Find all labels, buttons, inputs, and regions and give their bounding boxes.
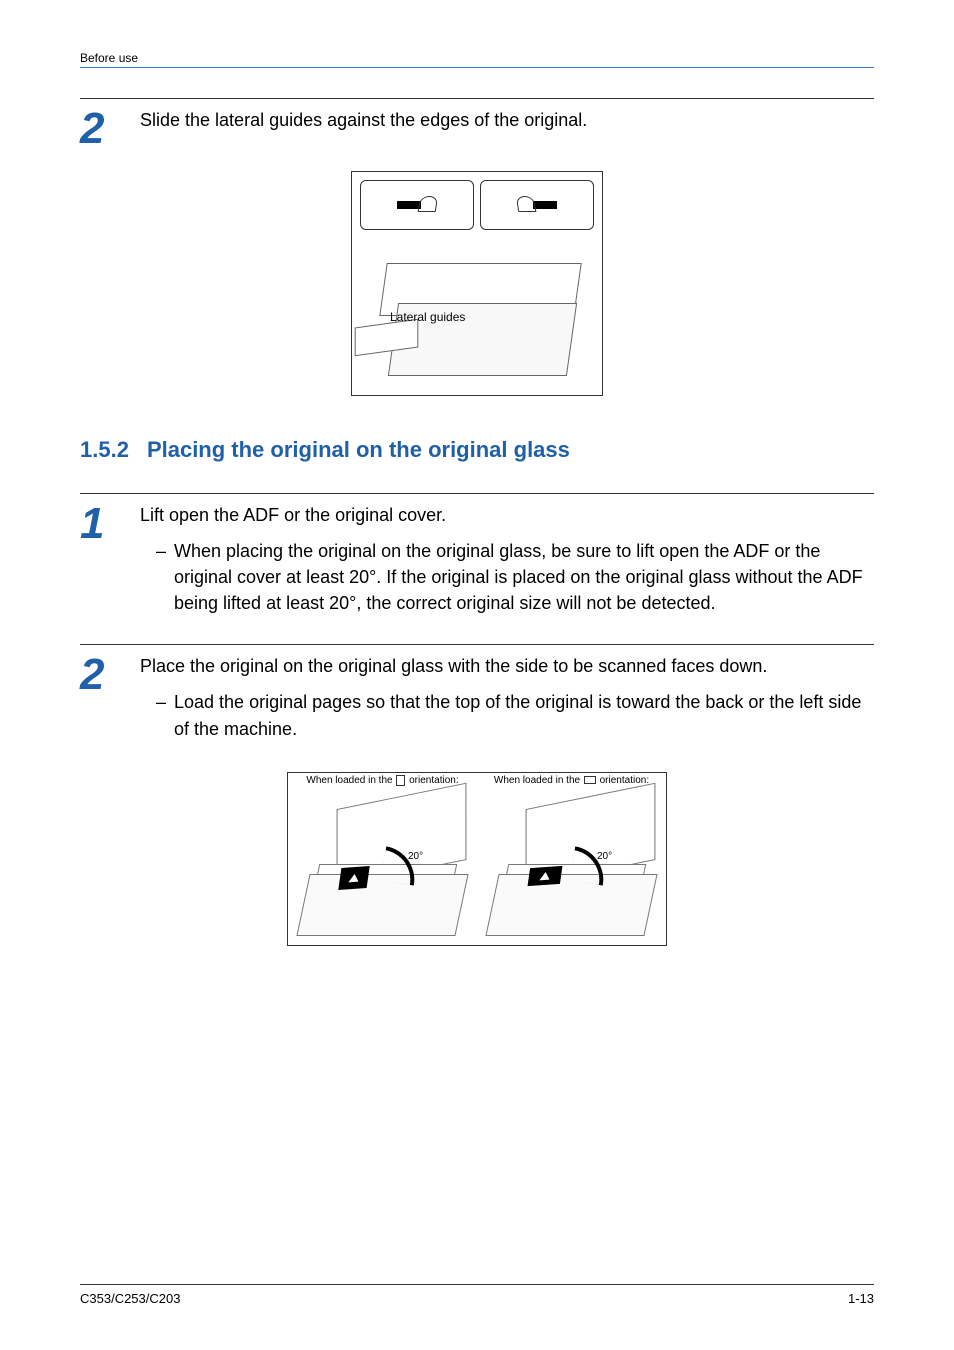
step-block-1: 1 Lift open the ADF or the original cove…	[80, 493, 874, 624]
landscape-icon	[584, 776, 596, 784]
portrait-icon	[396, 775, 405, 786]
bullet-item: Load the original pages so that the top …	[156, 689, 874, 741]
caption-post: orientation:	[597, 775, 649, 786]
figure-1-callouts	[360, 180, 594, 230]
page: Before use 1 2 Slide the lateral guides …	[0, 0, 954, 1022]
page-marker-icon	[528, 865, 563, 885]
step-block-top: 2 Slide the lateral guides against the e…	[80, 98, 874, 151]
caption-pre: When loaded in the	[494, 775, 583, 786]
figure-2-left: When loaded in the orientation: 20°	[288, 773, 477, 945]
orientation-sketch-landscape	[483, 795, 660, 939]
step-text: Lift open the ADF or the original cover.	[140, 502, 874, 528]
step-body: Lift open the ADF or the original cover.…	[140, 502, 874, 624]
step-number: 1	[80, 502, 116, 624]
step-bullets: Load the original pages so that the top …	[140, 689, 874, 741]
page-footer: C353/C253/C203 1-13	[80, 1284, 874, 1306]
figure-2: When loaded in the orientation: 20° When…	[287, 772, 667, 946]
page-header: Before use 1	[80, 38, 874, 68]
step-text: Place the original on the original glass…	[140, 653, 874, 679]
callout-left	[360, 180, 474, 230]
guide-arrow-icon	[517, 198, 557, 212]
figure-2-wrap: When loaded in the orientation: 20° When…	[80, 770, 874, 946]
angle-label: 20°	[597, 851, 612, 862]
section-title: Placing the original on the original gla…	[147, 437, 570, 463]
figure-1-wrap: Lateral guides	[80, 171, 874, 401]
page-marker-icon	[338, 866, 369, 890]
fig2-caption-left: When loaded in the orientation:	[288, 773, 477, 787]
bullet-item: When placing the original on the origina…	[156, 538, 874, 616]
step-number: 2	[80, 653, 116, 749]
section-heading: 1.5.2 Placing the original on the origin…	[80, 437, 874, 463]
figure-1-label: Lateral guides	[390, 310, 465, 324]
step-body: Slide the lateral guides against the edg…	[140, 107, 874, 151]
figure-2-right: When loaded in the orientation: 20°	[477, 773, 666, 945]
step-bullets: When placing the original on the origina…	[140, 538, 874, 616]
caption-pre: When loaded in the	[306, 775, 395, 786]
footer-model: C353/C253/C203	[80, 1291, 180, 1306]
step-number: 2	[80, 107, 116, 151]
step-body: Place the original on the original glass…	[140, 653, 874, 749]
footer-page: 1-13	[848, 1291, 874, 1306]
figure-2-row: When loaded in the orientation: 20° When…	[288, 773, 666, 945]
step-block-2: 2 Place the original on the original gla…	[80, 644, 874, 749]
section-number: 1.5.2	[80, 437, 129, 463]
orientation-sketch-portrait	[294, 795, 471, 939]
figure-1: Lateral guides	[351, 171, 603, 396]
caption-post: orientation:	[406, 775, 458, 786]
callout-right	[480, 180, 594, 230]
fig2-caption-right: When loaded in the orientation:	[477, 773, 666, 787]
base	[485, 874, 657, 936]
angle-label: 20°	[408, 851, 423, 862]
header-section: Before use	[80, 51, 138, 65]
guide-arrow-icon	[397, 198, 437, 212]
base	[296, 874, 468, 936]
step-text: Slide the lateral guides against the edg…	[140, 107, 874, 133]
